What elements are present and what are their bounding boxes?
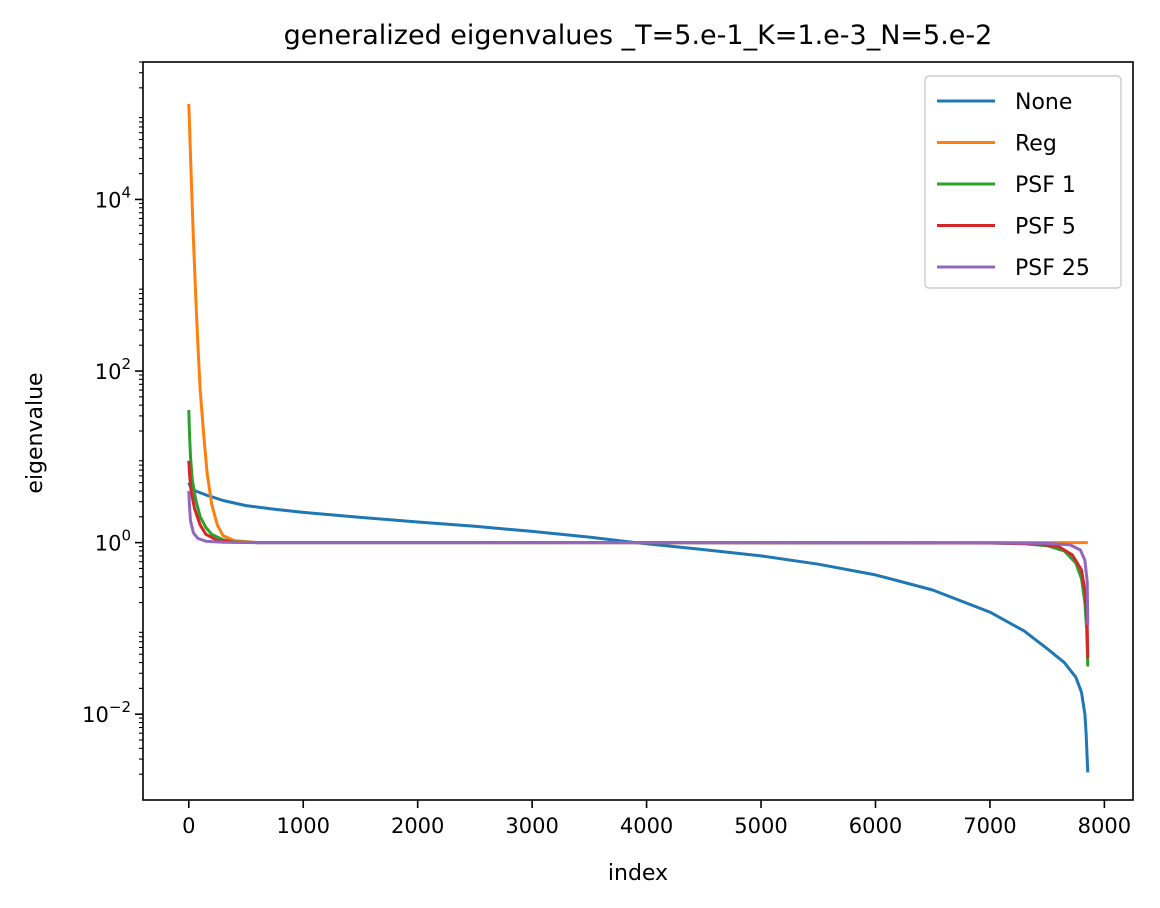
legend: None Reg PSF 1 PSF 5 PSF 25 [924,75,1122,289]
series-line-psf-25 [187,490,1090,625]
series-line-psf-5 [187,460,1090,659]
y-tick-label: 104 [95,183,131,212]
y-tick-label: 102 [95,355,131,384]
x-tick-label: 7000 [963,814,1016,838]
x-tick-label: 5000 [734,814,787,838]
legend-label: PSF 25 [1015,256,1090,281]
x-tick-label: 4000 [620,814,673,838]
series-layer [187,103,1090,773]
x-tick-label: 8000 [1078,814,1131,838]
legend-box [924,75,1122,289]
x-tick-label: 2000 [391,814,444,838]
y-axis-label: eigenvalue [23,372,48,493]
series-line-psf-1 [187,410,1090,667]
x-axis-label: index [608,861,668,886]
x-tick-label: 0 [182,814,195,838]
axes-layer: 0 1000 2000 3000 4000 5000 6000 7000 8000 10−2 100… [82,61,1134,838]
legend-label: PSF 5 [1015,215,1076,240]
legend-label: PSF 1 [1015,173,1076,198]
x-tick-label: 1000 [277,814,330,838]
x-tick-label: 6000 [849,814,902,838]
series-line-none [187,482,1090,773]
legend-label: None [1015,90,1072,115]
legend-label: Reg [1015,132,1057,157]
x-tick-label: 3000 [505,814,558,838]
y-tick-label: 100 [95,527,131,556]
y-tick-label: 10−2 [82,698,131,727]
chart-title: generalized eigenvalues _T=5.e-1_K=1.e-3… [284,20,993,51]
